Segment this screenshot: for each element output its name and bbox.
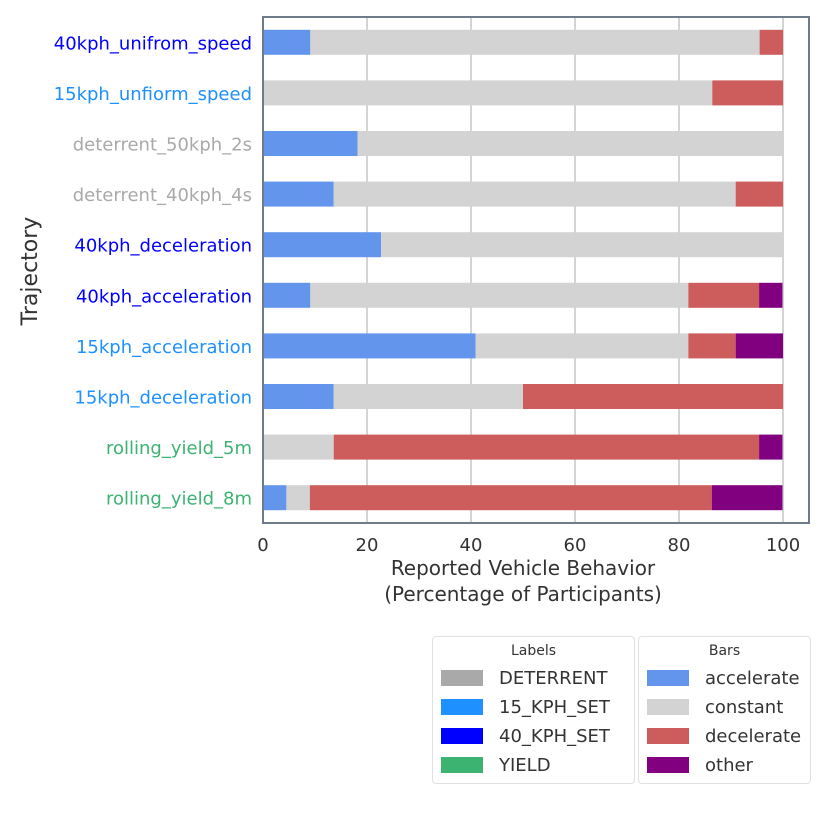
bars	[263, 29, 783, 511]
bar-segment-constant	[310, 29, 760, 55]
legend-label: constant	[705, 696, 784, 718]
bar-segment-other	[711, 485, 783, 511]
bar-segment-constant	[263, 80, 713, 106]
bar-segment-accelerate	[263, 485, 287, 511]
bar-segment-accelerate	[263, 232, 382, 258]
bar-segment-decelerate	[523, 384, 783, 409]
legend-label: other	[705, 754, 753, 776]
bar-segment-decelerate	[712, 80, 783, 106]
y-tick-label: deterrent_50kph_2s	[73, 135, 252, 156]
legend-entry-deterrent: DETERRENT	[441, 667, 607, 689]
bar-segment-accelerate	[263, 384, 334, 409]
legend-label: accelerate	[705, 667, 800, 689]
y-tick-label: 40kph_acceleration	[76, 286, 252, 307]
bar-segment-decelerate	[333, 434, 760, 460]
y-tick-label: 15kph_unfiorm_speed	[54, 84, 252, 105]
bar-segment-other	[759, 434, 783, 460]
bar-segment-accelerate	[263, 181, 334, 207]
bar-segment-accelerate	[263, 131, 358, 156]
bar-segment-constant	[333, 181, 736, 207]
bar-segment-decelerate	[309, 485, 712, 511]
legend-title: Bars	[708, 643, 741, 659]
y-tick-label: deterrent_40kph_4s	[73, 185, 252, 206]
y-tick-label: 15kph_deceleration	[74, 388, 252, 409]
legend-entry-accelerate: accelerate	[647, 667, 800, 689]
legend-labels: Labels DETERRENT 15_KPH_SET 40_KPH_SET Y…	[432, 636, 635, 784]
legend-entry-40-kph-set: 40_KPH_SET	[441, 725, 610, 747]
bar-segment-decelerate	[759, 29, 783, 55]
x-tick-label: 100	[766, 535, 800, 556]
x-tick-label: 20	[356, 535, 379, 556]
legend-entry-other: other	[647, 754, 753, 776]
y-tick-label: 40kph_deceleration	[74, 236, 252, 257]
bar-segment-constant	[286, 485, 310, 511]
legend-swatch	[647, 699, 689, 715]
legend-swatch	[441, 699, 483, 715]
bar-segment-accelerate	[263, 29, 311, 55]
x-tick-label: 60	[564, 535, 587, 556]
bar-segment-constant	[263, 434, 334, 460]
legend-label: DETERRENT	[499, 667, 608, 689]
x-axis-label-line-2: (Percentage of Participants)	[384, 582, 662, 606]
legend-swatch	[647, 728, 689, 744]
legend-entry-decelerate: decelerate	[647, 725, 801, 747]
bar-segment-constant	[310, 282, 689, 308]
x-axis-label-line-1: Reported Vehicle Behavior	[391, 556, 656, 580]
bar-segment-decelerate	[688, 282, 760, 308]
y-tick-label: rolling_yield_8m	[106, 489, 252, 510]
legend-swatch	[441, 670, 483, 686]
bar-segment-decelerate	[688, 333, 736, 359]
x-tick-label: 0	[257, 535, 268, 556]
bar-segment-other	[759, 282, 783, 308]
legend-swatch	[441, 757, 483, 773]
bar-segment-decelerate	[735, 181, 783, 207]
y-axis-label: Trajectory	[18, 217, 43, 327]
x-tick-label: 40	[460, 535, 483, 556]
legend-bars: Bars accelerate constant decelerate othe…	[638, 636, 811, 784]
y-tick-label: 15kph_acceleration	[76, 337, 252, 358]
bar-segment-constant	[475, 333, 689, 359]
legend-label: 15_KPH_SET	[499, 696, 610, 718]
bar-segment-accelerate	[263, 333, 476, 359]
bar-segment-constant	[357, 131, 783, 156]
legend-label: 40_KPH_SET	[499, 725, 610, 747]
legend-swatch	[647, 757, 689, 773]
bar-segment-accelerate	[263, 282, 311, 308]
legend-label: YIELD	[499, 754, 551, 776]
x-axis-ticks: 0 20 40 60 80 100	[257, 535, 800, 556]
y-axis-ticks: 40kph_unifrom_speed 15kph_unfiorm_speedde…	[54, 33, 252, 509]
legend-swatch	[647, 670, 689, 686]
y-tick-label: 40kph_unifrom_speed	[54, 33, 252, 54]
bar-segment-constant	[333, 384, 523, 409]
bar-segment-constant	[381, 232, 783, 258]
legend-entry-constant: constant	[647, 696, 783, 718]
legend-swatch	[441, 728, 483, 744]
x-tick-label: 80	[668, 535, 691, 556]
y-tick-label: rolling_yield_5m	[106, 438, 252, 459]
legend-entry-15-kph-set: 15_KPH_SET	[441, 696, 610, 718]
plot-frame	[262, 16, 810, 524]
legend-entry-yield: YIELD	[441, 754, 551, 776]
legend-title: Labels	[510, 643, 557, 659]
legend-label: decelerate	[705, 725, 802, 747]
bar-segment-other	[735, 333, 783, 359]
